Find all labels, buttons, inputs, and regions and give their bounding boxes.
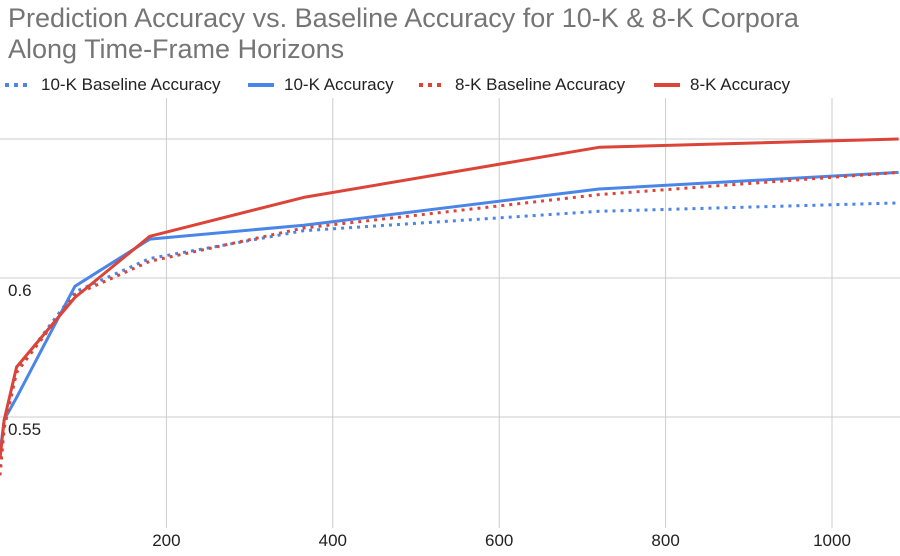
legend-label-10k-baseline: 10-K Baseline Accuracy bbox=[41, 75, 221, 94]
chart-series bbox=[0, 137, 899, 476]
y-tick-label-0.55: 0.55 bbox=[8, 420, 41, 439]
legend-item-8k-baseline: 8-K Baseline Accuracy bbox=[419, 75, 625, 95]
y-tick-label-0.6: 0.6 bbox=[8, 281, 32, 300]
legend-swatch-10k-baseline bbox=[5, 83, 31, 87]
legend-swatch-8k-accuracy bbox=[654, 83, 680, 87]
x-tick-label-600: 600 bbox=[485, 531, 513, 550]
series-line-10-k-accuracy bbox=[0, 170, 899, 454]
legend-swatch-8k-baseline bbox=[419, 83, 445, 87]
legend-label-8k-accuracy: 8-K Accuracy bbox=[690, 75, 791, 94]
x-tick-label-1000: 1000 bbox=[813, 531, 851, 550]
x-tick-label-400: 400 bbox=[319, 531, 347, 550]
x-tick-label-200: 200 bbox=[152, 531, 180, 550]
legend-swatch-10k-accuracy bbox=[248, 83, 274, 87]
chart-grid bbox=[0, 98, 900, 528]
series-line-10-k-baseline-accuracy bbox=[0, 201, 899, 468]
x-tick-label-800: 800 bbox=[651, 531, 679, 550]
chart-tick-labels: 200 400 600 800 1000 0.55 0.6 bbox=[8, 281, 851, 550]
legend-label-8k-baseline: 8-K Baseline Accuracy bbox=[455, 75, 626, 94]
legend-label-10k-accuracy: 10-K Accuracy bbox=[284, 75, 394, 94]
chart-title-line-1: Prediction Accuracy vs. Baseline Accurac… bbox=[8, 3, 799, 33]
legend-item-10k-accuracy: 10-K Accuracy bbox=[248, 75, 394, 95]
legend-item-10k-baseline: 10-K Baseline Accuracy bbox=[5, 75, 221, 95]
chart-title-line-2: Along Time-Frame Horizons bbox=[8, 34, 345, 64]
series-line-8-k-accuracy bbox=[0, 137, 899, 459]
legend-item-8k-accuracy: 8-K Accuracy bbox=[654, 75, 790, 95]
series-line-8-k-baseline-accuracy bbox=[0, 170, 899, 476]
